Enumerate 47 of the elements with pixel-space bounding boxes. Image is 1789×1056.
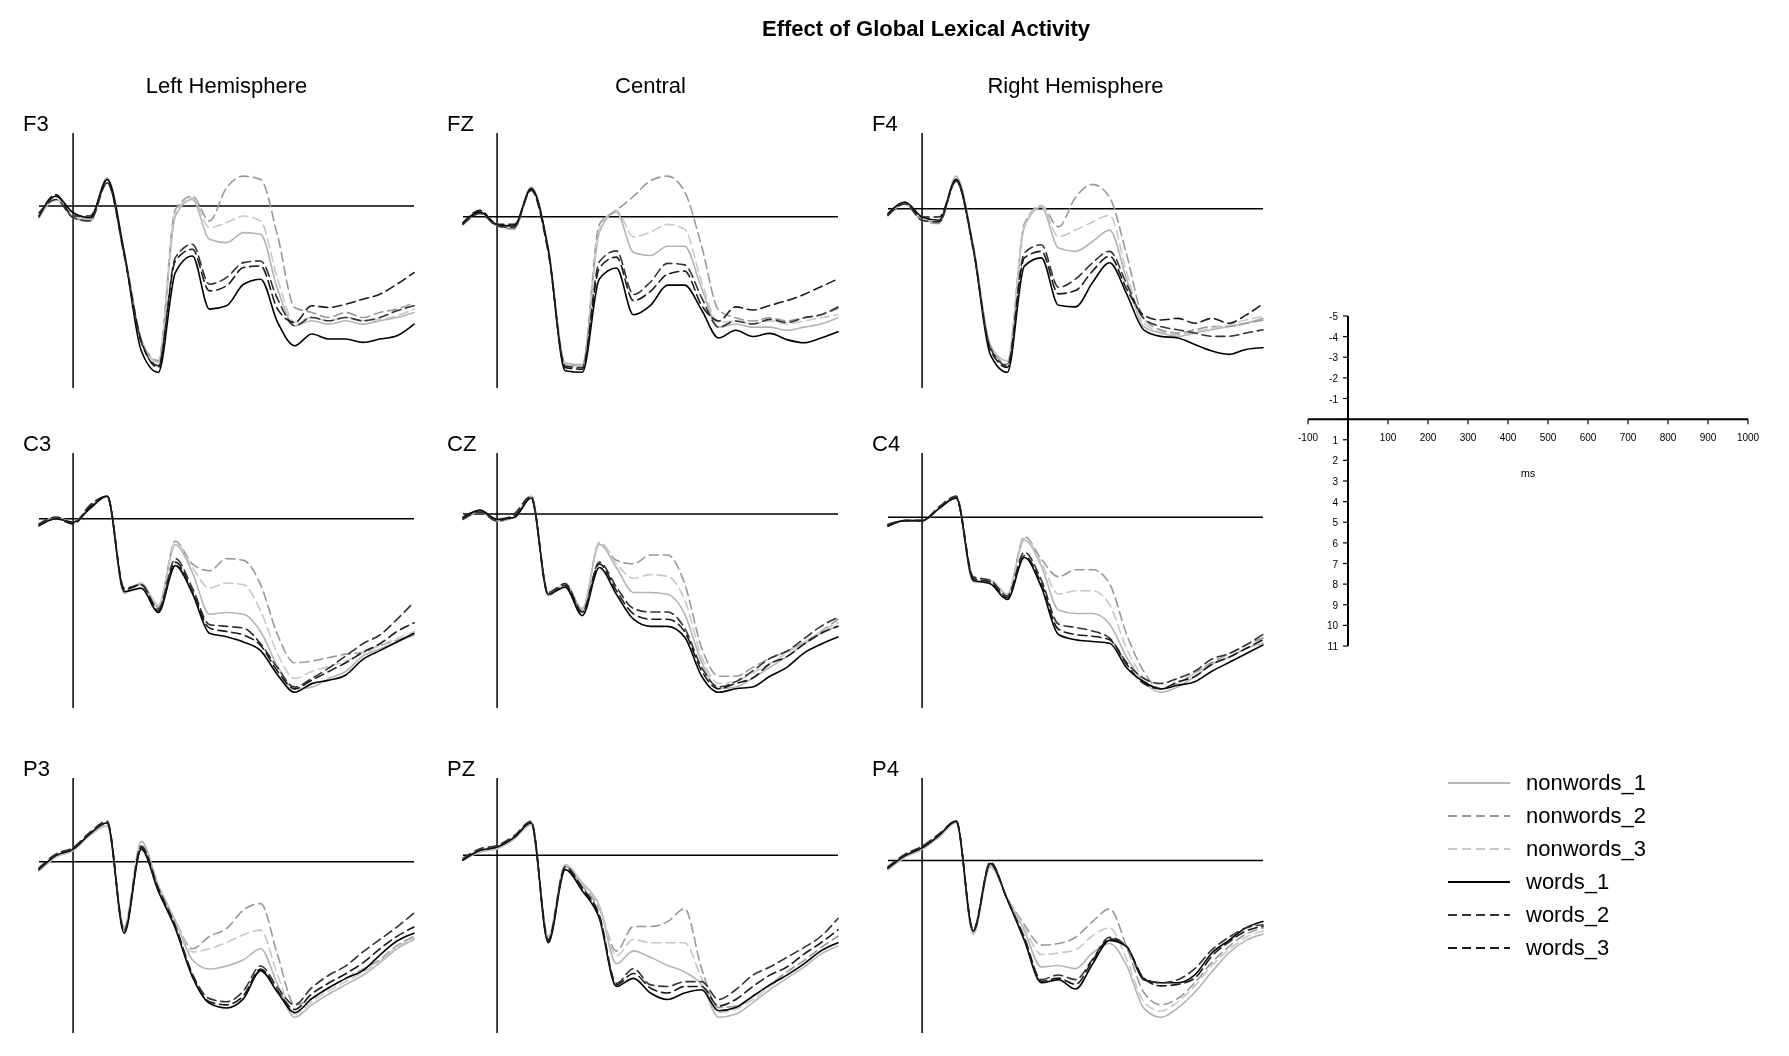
x-tick-label: 100 (1379, 432, 1397, 444)
y-tick-label: -3 (1329, 352, 1339, 364)
x-tick-label: 1000 (1736, 432, 1760, 444)
y-tick-label: 4 (1332, 496, 1339, 508)
chart-title: F3 (23, 111, 49, 136)
x-tick-label: 700 (1619, 432, 1637, 444)
y-tick-label: -2 (1329, 372, 1339, 384)
chart-title: PZ (447, 756, 476, 781)
legend-label: nonwords_3 (1526, 836, 1646, 861)
x-tick-label: 800 (1659, 432, 1677, 444)
x-tick-label: 200 (1419, 432, 1437, 444)
legend-label: words_1 (1525, 869, 1610, 894)
chart-title: C3 (23, 431, 52, 456)
y-tick-label: -4 (1329, 331, 1339, 343)
y-tick-label: 1 (1332, 434, 1339, 446)
x-tick-label: 900 (1699, 432, 1717, 444)
text: Effect of Global Lexical Activity (761, 16, 1091, 41)
legend-label: words_3 (1525, 935, 1610, 960)
x-tick-label: 500 (1539, 432, 1557, 444)
y-tick-label: 10 (1326, 620, 1339, 632)
legend-label: nonwords_1 (1526, 770, 1646, 795)
y-tick-label: 8 (1332, 579, 1339, 591)
y-tick-label: -1 (1329, 393, 1339, 405)
chart-title: F4 (872, 111, 898, 136)
x-tick-label: 400 (1499, 432, 1517, 444)
chart-subtitle: Central (615, 73, 686, 98)
legend-label: words_2 (1525, 902, 1610, 927)
chart-title: P3 (23, 756, 50, 781)
y-tick-label: -5 (1329, 311, 1339, 322)
y-tick-label: 5 (1332, 517, 1339, 529)
y-tick-label: 11 (1327, 641, 1339, 652)
x-axis-title: ms (1520, 467, 1536, 480)
chart-title: FZ (447, 111, 474, 136)
y-tick-label: 3 (1332, 476, 1339, 487)
x-tick-label: 300 (1459, 432, 1477, 444)
chart-title: C4 (872, 431, 901, 456)
x-tick-label: 600 (1579, 432, 1597, 444)
chart-title: CZ (447, 431, 477, 456)
y-tick-label: 2 (1332, 455, 1339, 467)
x-tick-label: -100 (1297, 432, 1319, 444)
chart-title: P4 (872, 756, 899, 781)
y-tick-label: 7 (1332, 558, 1339, 570)
y-tick-label: 6 (1332, 537, 1339, 549)
y-tick-label: 9 (1332, 599, 1339, 611)
legend-label: nonwords_2 (1526, 803, 1646, 828)
chart-subtitle: Right Hemisphere (987, 73, 1164, 98)
chart-subtitle: Left Hemisphere (145, 73, 308, 98)
